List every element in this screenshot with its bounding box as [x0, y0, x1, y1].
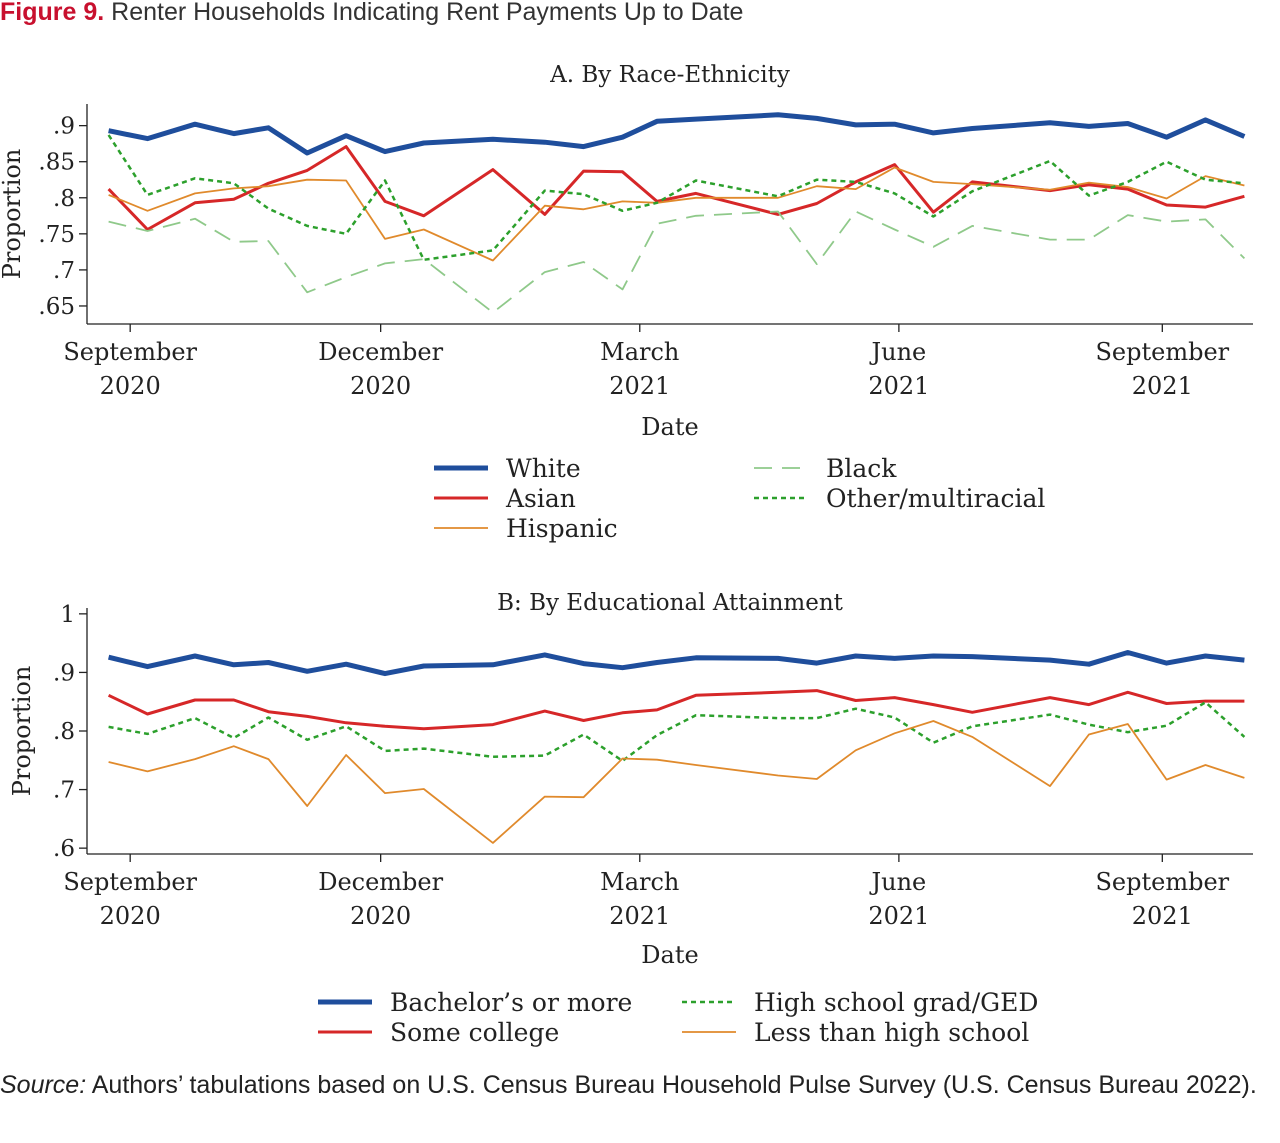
chart-b-y-tick-label: .8: [53, 719, 75, 745]
chart-b-legend-label-high-school-grad-ged: High school grad/GED: [754, 988, 1038, 1017]
chart-b-x-tick-label-year: 2021: [1132, 902, 1193, 930]
educational-attainment-chart: B: By Educational Attainment .6 .7 .8 .9 1 Pro…: [8, 590, 1253, 1047]
chart-a-y-axis-label: Proportion: [0, 149, 26, 280]
source-label: Source:: [0, 1071, 87, 1099]
chart-a-legend-label-black: Black: [826, 454, 897, 483]
chart-a-series-other-multiracial-line: [107, 134, 1245, 262]
chart-a-legend-label-asian: Asian: [505, 484, 576, 513]
chart-a-x-tick-label-year: 2021: [868, 372, 929, 400]
panel-race-ethnicity: A. By Race-Ethnicity .65 .7 .75 .8 .85 .9 Propo…: [0, 52, 1280, 556]
figure-label: Figure 9.: [0, 0, 105, 26]
chart-b-y-tick-label: 1: [60, 602, 75, 628]
chart-b-series-bachelor-s-or-more-line: [108, 650, 1245, 677]
chart-a-x-tick-label-month: December: [318, 338, 443, 366]
chart-a-x-tick-label-month: June: [869, 338, 927, 366]
chart-b-x-tick-label-month: September: [63, 868, 197, 896]
chart-a-legend-label-white: White: [506, 454, 581, 483]
chart-b-title: B: By Educational Attainment: [497, 590, 844, 616]
chart-a-y-tick-label: .7: [53, 258, 75, 284]
chart-b-legend-label-some-college: Some college: [390, 1018, 559, 1047]
chart-a-series-black-line: [108, 210, 1246, 314]
chart-b-x-tick-label-year: 2021: [868, 902, 929, 930]
chart-b-series-high-school-grad-ged-line: [108, 701, 1246, 763]
race-ethnicity-chart: A. By Race-Ethnicity .65 .7 .75 .8 .85 .9 Propo…: [0, 62, 1253, 543]
chart-a-x-tick-label-month: March: [600, 338, 679, 366]
chart-b-x-tick-label-month: September: [1095, 868, 1229, 896]
chart-b-y-tick-label: .6: [53, 836, 75, 862]
figure-title-text: Renter Households Indicating Rent Paymen…: [111, 0, 744, 26]
chart-a-y-tick-label: .75: [38, 222, 75, 248]
chart-a-x-tick-label-month: September: [63, 338, 197, 366]
chart-a-y-tick-label: .9: [53, 114, 75, 140]
chart-a-x-tick-label-year: 2021: [609, 372, 670, 400]
chart-b-y-tick-label: .7: [53, 778, 75, 804]
chart-b-x-tick-label-month: June: [869, 868, 927, 896]
panel-educational-attainment: B: By Educational Attainment .6 .7 .8 .9 1 Pro…: [0, 582, 1280, 1056]
chart-b-x-tick-label-month: March: [600, 868, 679, 896]
chart-b-y-tick-label: .9: [53, 660, 75, 686]
chart-a-title: A. By Race-Ethnicity: [549, 62, 790, 88]
chart-b-x-tick-label-month: December: [318, 868, 443, 896]
chart-a-legend-label-hispanic: Hispanic: [506, 514, 618, 543]
chart-b-x-tick-label-year: 2021: [609, 902, 670, 930]
chart-a-y-tick-label: .65: [38, 294, 75, 320]
chart-a-series-white-line: [108, 112, 1246, 156]
source-text: Authors’ tabulations based on U.S. Censu…: [91, 1071, 1257, 1099]
chart-b-x-tick-label-year: 2020: [350, 902, 411, 930]
chart-a-legend-label-other-multiracial: Other/multiracial: [826, 484, 1045, 513]
chart-a-x-tick-label-year: 2020: [350, 372, 411, 400]
chart-a-x-tick-label-year: 2021: [1132, 372, 1193, 400]
chart-a-x-tick-label-year: 2020: [100, 372, 161, 400]
chart-b-x-tick-label-year: 2020: [100, 902, 161, 930]
chart-b-series-less-than-high-school-line: [108, 720, 1245, 844]
chart-b-y-axis-label: Proportion: [8, 666, 36, 797]
chart-a-y-tick-label: .8: [53, 186, 75, 212]
chart-a-x-axis-label: Date: [641, 413, 698, 441]
chart-b-legend-label-less-than-high-school: Less than high school: [754, 1018, 1029, 1047]
chart-a-x-tick-label-month: September: [1095, 338, 1229, 366]
chart-b-legend-label-bachelor-s-or-more: Bachelor’s or more: [390, 988, 632, 1017]
chart-a-y-tick-label: .85: [38, 150, 75, 176]
chart-a-series-asian-line: [107, 145, 1245, 231]
chart-b-series-some-college-line: [107, 689, 1245, 731]
source-note: Source: Authors’ tabulations based on U.…: [0, 1068, 1275, 1102]
chart-b-x-axis-label: Date: [641, 941, 698, 969]
figure-title: Figure 9. Renter Households Indicating R…: [0, 0, 743, 27]
